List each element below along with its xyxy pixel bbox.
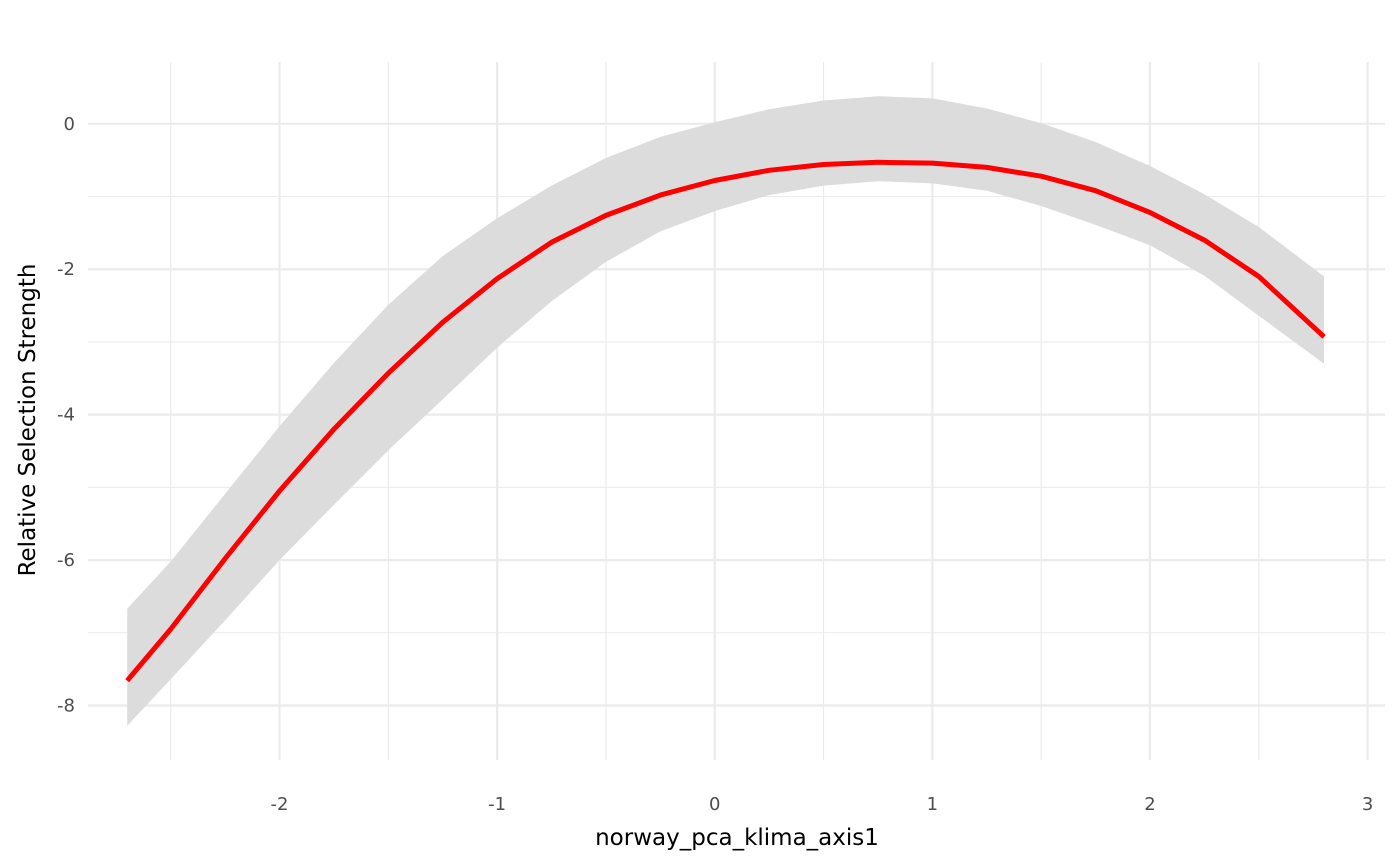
y-tick-label: 0: [64, 114, 75, 135]
y-tick-label: -6: [57, 550, 75, 571]
y-axis-title: Relative Selection Strength: [15, 264, 41, 577]
x-tick-label: -2: [271, 794, 289, 815]
x-tick-label: 2: [1144, 794, 1155, 815]
x-tick-label: 1: [927, 794, 938, 815]
x-tick-label: 0: [709, 794, 720, 815]
y-tick-label: -4: [57, 405, 75, 426]
y-tick-label: -8: [57, 695, 75, 716]
y-tick-labels: -8 -6 -4 -2 0: [57, 114, 75, 717]
confidence-ribbon: [127, 96, 1325, 726]
confidence-ribbon-layer: [127, 96, 1325, 726]
fit-line-layer: [125, 159, 1326, 683]
y-tick-label: -2: [57, 259, 75, 280]
x-axis-title: norway_pca_klima_axis1: [595, 825, 879, 851]
x-tick-labels: -2 -1 0 1 2 3: [271, 794, 1374, 815]
x-tick-label: -1: [488, 794, 506, 815]
x-tick-label: 3: [1362, 794, 1373, 815]
fit-line: [125, 159, 1326, 683]
